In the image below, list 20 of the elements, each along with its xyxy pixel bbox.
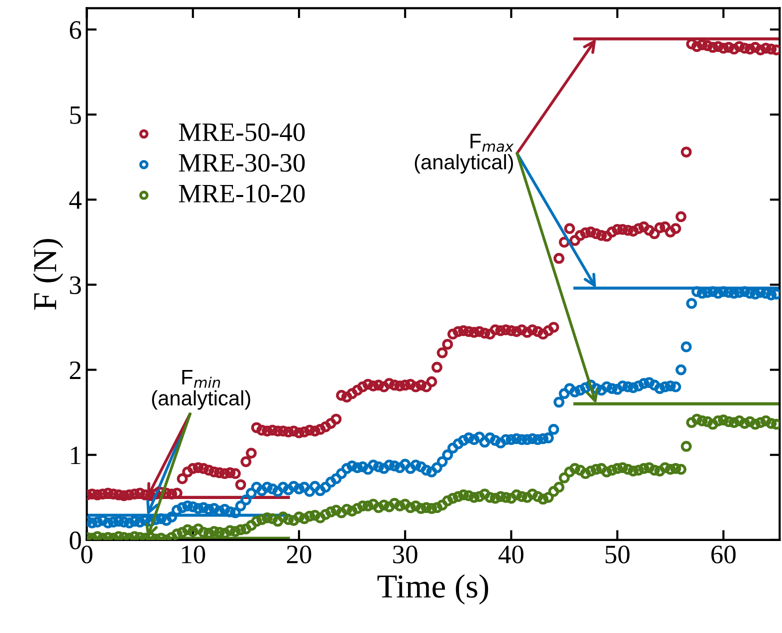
legend-label: MRE-30-30: [178, 154, 305, 172]
y-tick-label: 6: [70, 21, 82, 39]
y-axis-title: F (N): [32, 238, 64, 310]
legend-label: MRE-10-20: [178, 184, 305, 202]
legend-label: MRE-50-40: [178, 123, 305, 142]
x-tick-label: 50: [606, 546, 630, 564]
x-tick-label: 20: [286, 546, 312, 564]
x-tick-label: 40: [498, 546, 524, 564]
x-tick-label: 10: [182, 546, 206, 564]
y-tick-label: 1: [71, 446, 80, 464]
y-tick-label: 3: [70, 276, 81, 294]
annotation: F$_{max}$ (analytical): [414, 134, 514, 174]
x-tick-label: 30: [393, 546, 418, 564]
annotation: F$_{min}$ (analytical): [152, 370, 250, 410]
y-tick-label: 5: [70, 106, 81, 124]
x-tick-label: 60: [711, 546, 736, 564]
y-tick-label: 4: [69, 191, 82, 209]
y-tick-label: 0: [70, 532, 81, 550]
y-tick-label: 2: [70, 361, 80, 379]
x-axis-title: Time (s): [377, 574, 488, 605]
